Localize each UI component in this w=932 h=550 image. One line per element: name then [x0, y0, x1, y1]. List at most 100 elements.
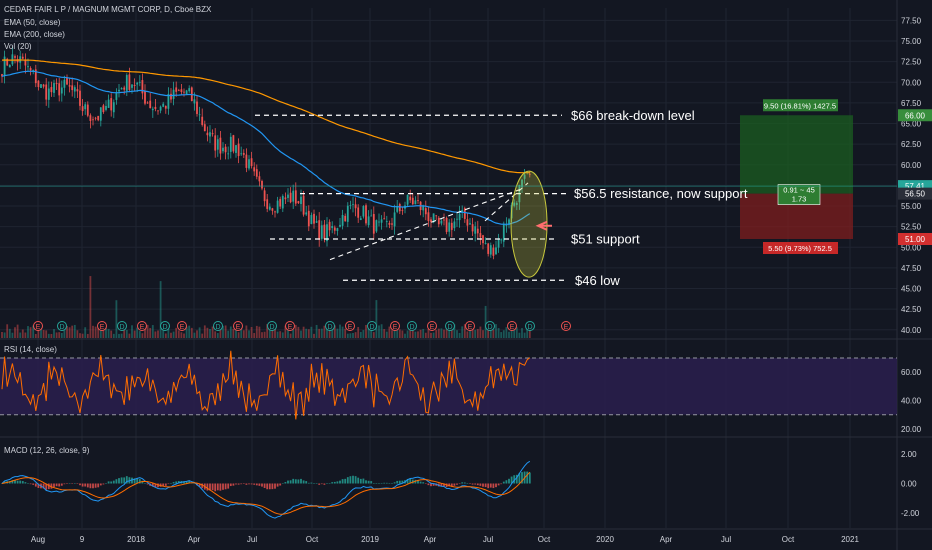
volume-bar: [380, 324, 383, 338]
dividend-marker[interactable]: D: [117, 321, 127, 331]
candle-body: [250, 158, 253, 167]
earnings-marker[interactable]: E: [465, 321, 475, 331]
candle-body: [365, 205, 367, 224]
candle-body: [29, 68, 32, 71]
candle-body: [284, 197, 287, 200]
earnings-marker[interactable]: E: [345, 321, 355, 331]
macd-histogram-bar: [388, 483, 391, 484]
macd-histogram-bar: [235, 483, 237, 485]
macd-histogram-bar: [432, 483, 435, 486]
candle-body: [120, 88, 123, 90]
earnings-marker[interactable]: E: [137, 321, 147, 331]
earnings-marker[interactable]: E: [285, 321, 295, 331]
candle-body: [500, 239, 503, 241]
volume-bar: [419, 329, 422, 338]
volume-bar: [16, 324, 19, 338]
earnings-marker[interactable]: E: [97, 321, 107, 331]
volume-bar: [21, 329, 24, 338]
volume-bar: [172, 331, 175, 338]
candle-body: [240, 153, 243, 155]
volume-bar: [370, 324, 373, 338]
earnings-marker[interactable]: E: [390, 321, 400, 331]
macd-tick-label: 0.00: [901, 480, 917, 489]
macd-histogram-bar: [440, 483, 443, 487]
earnings-marker[interactable]: E: [427, 321, 437, 331]
candle-body: [354, 204, 357, 209]
candle-body: [235, 145, 237, 153]
marker-letter: D: [527, 324, 532, 331]
macd-legend[interactable]: MACD (12, 26, close, 9): [4, 446, 90, 455]
ema50-line: [1, 70, 531, 225]
candle-body: [450, 222, 453, 230]
candle-body: [71, 85, 74, 91]
trend-drawings[interactable]: $66 break-down level $56.5 resistance, no…: [0, 108, 897, 288]
candle-body: [307, 210, 310, 227]
x-tick-label: Apr: [660, 535, 673, 544]
volume-bar: [326, 327, 328, 338]
candle-body: [60, 87, 63, 94]
dividend-marker[interactable]: D: [367, 321, 377, 331]
dividend-marker[interactable]: D: [525, 321, 535, 331]
marker-letter: E: [288, 324, 293, 331]
volume-legend[interactable]: Vol (20): [4, 42, 32, 51]
volume-bar: [427, 329, 430, 338]
volume-bar: [458, 332, 461, 338]
price-tick-label: 77.50: [901, 16, 922, 25]
dividend-marker[interactable]: D: [213, 321, 223, 331]
dividend-marker[interactable]: D: [407, 321, 417, 331]
long-position-tool[interactable]: 9.50 (16.81%) 1427.5 5.50 (9.73%) 752.5 0.…: [740, 99, 853, 254]
macd-histogram-bar: [513, 475, 516, 484]
dividend-marker[interactable]: D: [267, 321, 277, 331]
macd-histogram-bar: [391, 483, 393, 484]
macd-histogram-bar: [510, 476, 513, 484]
rsi-legend[interactable]: RSI (14, close): [4, 345, 57, 354]
marker-letter: D: [269, 324, 274, 331]
macd-histogram-bar: [253, 483, 256, 485]
macd-histogram-bar: [323, 483, 326, 485]
volume-bar: [284, 325, 287, 338]
dividend-marker[interactable]: D: [485, 321, 495, 331]
volume-bar: [27, 326, 29, 338]
axes: Aug 9 2018 Apr Jul Oct 2019 Apr Jul Oct 2020 Apr Jul…: [31, 16, 932, 544]
volume-bar: [414, 331, 417, 338]
macd-indicator: [1, 460, 531, 519]
volume-bar: [1, 331, 3, 338]
volume-bar: [313, 333, 315, 338]
dividend-marker[interactable]: D: [445, 321, 455, 331]
volume-bar: [206, 327, 209, 338]
marker-letter: E: [468, 324, 473, 331]
earnings-marker[interactable]: E: [507, 321, 517, 331]
earnings-marker[interactable]: E: [33, 321, 43, 331]
price-tag-label: 57.41: [905, 182, 926, 191]
dividend-marker[interactable]: D: [325, 321, 335, 331]
candle-body: [172, 89, 175, 99]
ema200-legend[interactable]: EMA (200, close): [4, 30, 65, 39]
macd-histogram-bar: [102, 483, 105, 485]
volume-bar: [422, 328, 425, 338]
earnings-marker[interactable]: E: [233, 321, 243, 331]
earnings-marker[interactable]: E: [177, 321, 187, 331]
marker-circle: [507, 321, 517, 331]
macd-histogram-bar: [224, 483, 227, 490]
marker-circle: [485, 321, 495, 331]
volume-bar: [471, 325, 474, 338]
candle-body: [274, 211, 276, 213]
earnings-marker[interactable]: E: [561, 321, 571, 331]
ema50-legend[interactable]: EMA (50, close): [4, 18, 61, 27]
volume-bar: [180, 332, 183, 338]
macd-histogram-bar: [336, 481, 339, 484]
candle-body: [1, 74, 3, 77]
macd-histogram-bar: [518, 473, 521, 484]
candle-body: [115, 92, 118, 100]
dividend-marker[interactable]: D: [160, 321, 170, 331]
target-label: 9.50 (16.81%) 1427.5: [764, 101, 836, 110]
candle-body: [159, 106, 162, 111]
macd-histogram-bar: [58, 483, 61, 487]
candle-body: [479, 233, 482, 238]
volume-bar: [47, 333, 50, 338]
marker-circle: [285, 321, 295, 331]
marker-circle: [117, 321, 127, 331]
dividend-marker[interactable]: D: [57, 321, 67, 331]
